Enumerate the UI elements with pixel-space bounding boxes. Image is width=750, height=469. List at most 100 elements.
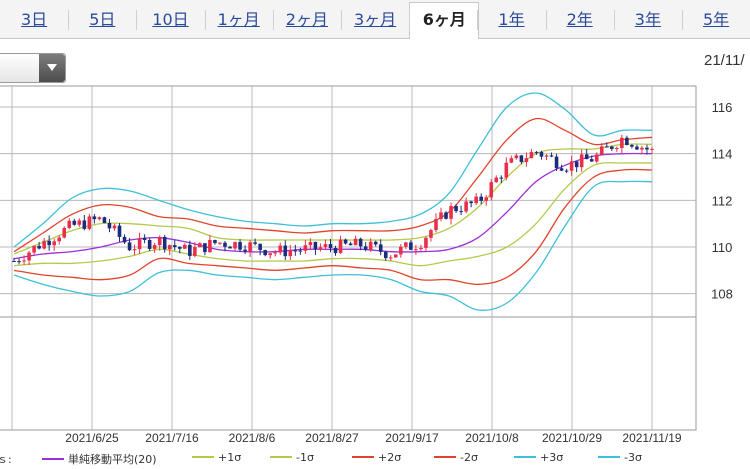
candle-body (142, 238, 147, 241)
candle-body (499, 177, 504, 179)
legend-swatch (434, 456, 456, 458)
candle-body (399, 246, 403, 255)
candle-body (273, 252, 278, 254)
candle-body (509, 158, 514, 163)
candle-body (37, 245, 41, 249)
candle-body (378, 244, 383, 252)
tab-2[interactable]: 10日 (152, 10, 189, 29)
candle-body (479, 196, 483, 201)
candle-body (303, 245, 308, 251)
candle-body (534, 151, 539, 153)
candle-body (313, 241, 318, 250)
y-tick-label: 112 (712, 193, 733, 208)
tab-10[interactable]: 5年 (703, 10, 730, 29)
candle-body (167, 245, 172, 250)
tab-divider (136, 10, 138, 30)
series-line-3 (13, 117, 653, 253)
candle-body (72, 220, 77, 225)
legend-swatch (598, 456, 620, 458)
candle-body (52, 241, 56, 246)
candle-body (203, 243, 207, 253)
tab-6[interactable]: 6ヶ月 (409, 2, 480, 39)
candle-body (147, 240, 152, 249)
candle-body (559, 168, 564, 171)
candle-body (213, 239, 217, 244)
candle-body (328, 244, 333, 248)
candle-body (17, 261, 21, 263)
candle-body (373, 241, 378, 245)
legend-label: +2σ (378, 451, 402, 464)
candle-body (152, 245, 157, 249)
candle-body (645, 147, 649, 150)
legend-swatch (514, 456, 536, 458)
candle-body (529, 151, 534, 159)
candle-body (630, 144, 634, 147)
legend-item: -3σ (598, 451, 642, 464)
legend-item: -2σ (434, 451, 478, 464)
candle-body (12, 261, 16, 262)
candle-body (554, 156, 559, 169)
candle-body (323, 244, 328, 248)
candle-body (474, 196, 478, 204)
candle-body (77, 220, 82, 225)
tab-7[interactable]: 1年 (498, 10, 525, 29)
x-tick-label: 2021/10/29 (542, 431, 602, 445)
candle-body (404, 242, 408, 247)
tab-3[interactable]: 1ヶ月 (217, 10, 260, 29)
tab-0[interactable]: 3日 (21, 10, 48, 29)
legend-label: +1σ (218, 451, 242, 464)
candle-body (27, 252, 31, 261)
tab-8[interactable]: 2年 (566, 10, 593, 29)
tab-divider (545, 10, 547, 30)
tab-4[interactable]: 2ヶ月 (285, 10, 328, 29)
series-line-0 (13, 152, 653, 260)
candle-body (193, 247, 197, 256)
candle-body (549, 155, 554, 157)
tab-5[interactable]: 3ヶ月 (354, 10, 397, 29)
chevron-down-icon[interactable] (39, 54, 65, 82)
legend-swatch (42, 458, 64, 460)
tab-divider (272, 10, 274, 30)
candle-body (208, 239, 212, 253)
candle-body (429, 230, 433, 238)
candle-body (188, 244, 192, 256)
candle-body (574, 161, 579, 168)
series-line-2 (13, 162, 653, 267)
candle-body (198, 243, 202, 248)
candle-body (333, 247, 338, 254)
candle-body (494, 177, 499, 183)
candle-body (132, 249, 137, 251)
candle-body (393, 254, 398, 258)
candle-body (87, 216, 92, 229)
candle-body (137, 238, 142, 250)
candle-body (579, 154, 584, 168)
candle-body (248, 242, 252, 252)
x-tick-label: 2021/8/27 (305, 431, 359, 445)
x-tick-label: 2021/11/19 (622, 431, 681, 445)
candle-body (32, 245, 36, 253)
candle-body (107, 223, 112, 229)
candle-body (42, 240, 46, 249)
candle-body (117, 225, 122, 237)
candle-body (162, 236, 167, 250)
candle-body (293, 250, 298, 252)
tab-9[interactable]: 3年 (634, 10, 661, 29)
candle-body (484, 197, 489, 201)
candle-body (22, 260, 26, 262)
candle-body (253, 242, 257, 244)
candle-body (238, 242, 242, 250)
candle-body (268, 253, 273, 256)
series-line-4 (13, 168, 653, 285)
candle-body (82, 220, 87, 229)
candle-body (620, 137, 624, 149)
y-tick-label: 110 (712, 240, 733, 255)
x-tick-label: 2021/7/16 (145, 431, 199, 445)
candle-body (524, 158, 529, 162)
candle-body (318, 247, 323, 250)
candle-body (544, 155, 549, 157)
tab-1[interactable]: 5日 (89, 10, 116, 29)
legend-label: +3σ (540, 451, 564, 464)
chart-option-dropdown[interactable] (0, 53, 66, 83)
tab-divider (682, 10, 683, 30)
candle-body (625, 137, 629, 145)
